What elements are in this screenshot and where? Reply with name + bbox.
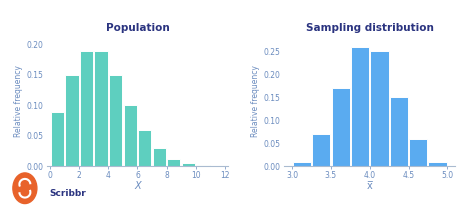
Y-axis label: Relative frequency: Relative frequency: [14, 65, 23, 137]
Bar: [370, 51, 389, 166]
Bar: [65, 75, 79, 166]
X-axis label: X: X: [134, 181, 141, 191]
Bar: [138, 130, 151, 166]
Bar: [167, 159, 181, 166]
Bar: [428, 162, 447, 166]
Title: Population: Population: [106, 23, 169, 33]
Bar: [182, 163, 195, 166]
Text: Scribbr: Scribbr: [50, 189, 87, 198]
Bar: [351, 47, 369, 166]
Bar: [124, 105, 137, 166]
X-axis label: x̅: x̅: [367, 181, 373, 191]
Bar: [153, 148, 166, 166]
Bar: [51, 111, 64, 166]
Title: Sampling distribution: Sampling distribution: [306, 23, 434, 33]
Bar: [390, 97, 408, 166]
Bar: [109, 75, 122, 166]
Bar: [312, 134, 330, 166]
Bar: [293, 162, 311, 166]
Y-axis label: Relative frequency: Relative frequency: [251, 65, 260, 137]
Circle shape: [13, 173, 37, 204]
Bar: [196, 165, 210, 166]
Bar: [331, 88, 350, 166]
Bar: [409, 139, 428, 166]
Bar: [94, 51, 108, 166]
Bar: [80, 51, 93, 166]
